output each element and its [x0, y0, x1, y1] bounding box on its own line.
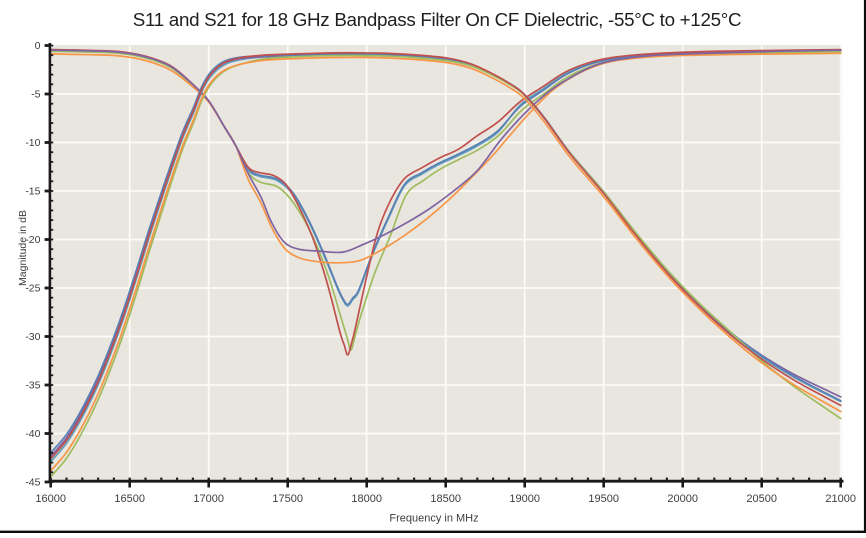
svg-text:-30: -30 — [25, 331, 40, 343]
svg-text:17500: 17500 — [272, 493, 303, 505]
svg-text:17000: 17000 — [193, 493, 224, 505]
svg-text:18000: 18000 — [351, 493, 382, 505]
svg-text:-15: -15 — [25, 186, 40, 198]
svg-text:-35: -35 — [25, 380, 40, 392]
svg-text:0: 0 — [35, 40, 41, 52]
svg-text:-45: -45 — [25, 477, 40, 489]
svg-text:20000: 20000 — [667, 493, 698, 505]
svg-text:-25: -25 — [25, 283, 40, 295]
svg-text:19500: 19500 — [588, 493, 619, 505]
svg-text:21000: 21000 — [825, 493, 856, 505]
svg-text:19000: 19000 — [509, 493, 540, 505]
svg-text:18500: 18500 — [430, 493, 461, 505]
svg-text:Magnitude in dB: Magnitude in dB — [17, 210, 29, 286]
svg-text:Frequency in MHz: Frequency in MHz — [389, 513, 478, 525]
svg-text:-20: -20 — [25, 234, 40, 246]
svg-text:20500: 20500 — [746, 493, 777, 505]
svg-text:16500: 16500 — [114, 493, 145, 505]
svg-text:-40: -40 — [25, 428, 40, 440]
svg-text:16000: 16000 — [35, 493, 66, 505]
svg-text:-10: -10 — [25, 137, 40, 149]
svg-text:-5: -5 — [31, 89, 40, 101]
